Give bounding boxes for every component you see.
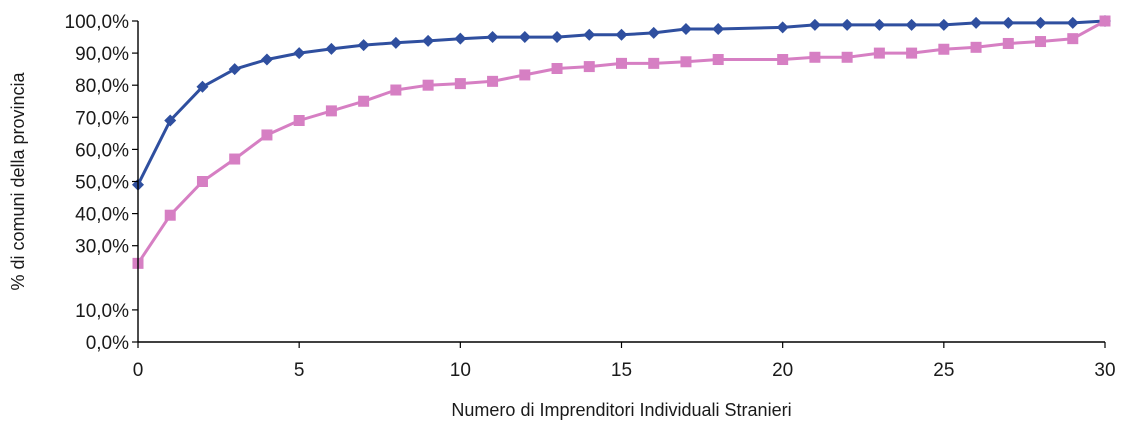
data-point	[261, 129, 273, 141]
data-point	[1035, 36, 1047, 48]
y-tick-label: 70,0%	[75, 108, 129, 129]
series-line	[136, 19, 1106, 186]
data-point	[357, 39, 370, 52]
data-point	[196, 176, 208, 187]
data-point	[970, 16, 983, 29]
data-point	[873, 47, 885, 59]
x-tick-label: 25	[933, 360, 954, 381]
data-point	[518, 31, 531, 44]
data-point	[1067, 33, 1079, 45]
data-point	[841, 51, 853, 63]
series-1	[132, 15, 1111, 191]
data-point	[486, 31, 499, 44]
data-point	[712, 23, 725, 36]
y-tick-label: 50,0%	[75, 173, 129, 194]
data-point	[873, 18, 886, 31]
data-point	[647, 26, 660, 39]
data-point	[937, 18, 950, 31]
series-2	[132, 15, 1111, 269]
data-point	[1066, 16, 1079, 29]
data-point	[551, 63, 563, 75]
data-point	[583, 28, 596, 41]
y-tick-label: 10,0%	[75, 301, 129, 322]
data-point	[616, 57, 627, 69]
y-axis-title: % di comuni della provincia	[8, 71, 28, 290]
data-point	[1002, 37, 1014, 49]
data-point	[1099, 15, 1111, 27]
data-point	[519, 69, 531, 81]
data-point	[164, 209, 176, 221]
data-point	[551, 31, 564, 44]
data-point	[679, 23, 692, 36]
data-point	[583, 61, 595, 73]
data-point	[841, 18, 854, 31]
data-point	[325, 42, 338, 55]
x-tick-label: 5	[294, 360, 305, 381]
axes	[137, 21, 1105, 343]
data-point	[809, 51, 821, 63]
data-point	[1034, 16, 1047, 29]
data-point	[293, 47, 306, 60]
data-point	[422, 34, 435, 47]
data-point	[325, 105, 337, 117]
data-point	[422, 79, 434, 91]
x-tick-label: 0	[133, 360, 144, 381]
data-point	[390, 84, 402, 96]
y-tick-label: 40,0%	[75, 205, 129, 226]
y-tick-label: 0,0%	[86, 333, 129, 354]
series-layer	[132, 15, 1111, 269]
data-point	[680, 56, 692, 68]
y-tick-label: 80,0%	[75, 76, 129, 97]
x-tick-label: 20	[772, 360, 793, 381]
y-tick-label: 60,0%	[75, 140, 129, 161]
data-point	[228, 63, 241, 76]
data-point	[164, 114, 177, 127]
data-point	[454, 32, 467, 45]
data-point	[648, 57, 660, 69]
y-tick-label: 100,0%	[65, 12, 130, 33]
data-point	[970, 41, 982, 53]
data-point	[389, 36, 402, 49]
y-axis-ticks: 0,0% 10,0% 30,0% 40,0% 50,0% 60,0% 70,0% 80,0% 9…	[65, 12, 138, 354]
data-point	[229, 153, 241, 165]
data-point	[712, 54, 724, 66]
x-tick-label: 30	[1094, 360, 1115, 381]
data-point	[358, 95, 370, 107]
data-point	[776, 21, 789, 34]
data-point	[487, 75, 499, 87]
y-tick-label: 30,0%	[75, 237, 129, 258]
data-point	[454, 78, 466, 90]
data-point	[808, 18, 821, 31]
data-point	[905, 18, 918, 31]
y-tick-label: 90,0%	[75, 44, 129, 65]
data-point	[196, 80, 209, 93]
x-axis-ticks: 0 5 10 15 20 25 30	[133, 342, 1116, 381]
data-point	[260, 53, 273, 66]
x-axis-title: Numero di Imprenditori Individuali Stran…	[451, 400, 791, 420]
data-point	[615, 28, 628, 41]
x-tick-label: 15	[611, 360, 632, 381]
data-point	[777, 54, 789, 66]
x-tick-label: 10	[450, 360, 471, 381]
data-point	[906, 47, 918, 59]
data-point	[293, 115, 305, 127]
data-point	[1002, 16, 1015, 29]
data-point	[938, 43, 950, 55]
